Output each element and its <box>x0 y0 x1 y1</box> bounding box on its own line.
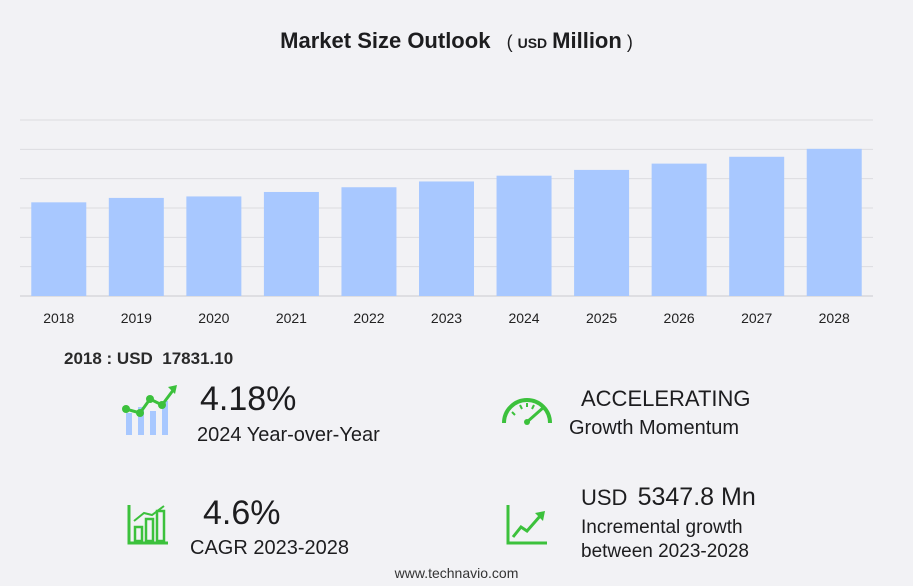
bar-growth-icon <box>127 505 168 545</box>
x-tick-label: 2027 <box>741 310 772 326</box>
x-tick-label: 2019 <box>121 310 152 326</box>
yoy-value: 4.18% <box>200 380 297 418</box>
speedometer-icon <box>502 398 552 425</box>
bar-2021 <box>263 191 319 296</box>
bar-2027 <box>729 156 785 296</box>
momentum-label: Growth Momentum <box>569 417 740 439</box>
cagr-value: 4.6% <box>203 494 281 532</box>
yoy-label: 2024 Year-over-Year <box>197 424 380 446</box>
x-tick-label: 2023 <box>431 310 462 326</box>
title-text: Market Size Outlook <box>280 28 491 53</box>
source-footer: www.technavio.com <box>394 565 519 581</box>
bar-chart: 2018 2019 2020 2021 2022 2023 2024 2025 2026 2027… <box>20 119 873 326</box>
increment-value: USD 5347.8 Mn <box>581 483 756 511</box>
base-year-value: 2018 : USD 17831.10 <box>64 349 234 368</box>
x-tick-label: 2021 <box>276 310 307 326</box>
bar-2022 <box>341 187 397 296</box>
unit-label: ( USD Million ) <box>506 28 633 53</box>
bar-2026 <box>651 163 707 296</box>
trend-bars-icon <box>122 385 177 435</box>
increment-label-1: Incremental growth <box>581 517 743 538</box>
cagr-label: CAGR 2023-2028 <box>190 537 349 559</box>
bar-2020 <box>186 196 242 296</box>
line-growth-icon <box>506 505 547 545</box>
x-tick-label: 2024 <box>508 310 539 326</box>
increment-label-2: between 2023-2028 <box>581 541 749 562</box>
bar-2018 <box>31 202 87 296</box>
bar-2023 <box>419 181 474 296</box>
x-tick-label: 2026 <box>664 310 695 326</box>
x-tick-label: 2018 <box>43 310 74 326</box>
bar-2025 <box>574 169 630 296</box>
chart-title: Market Size Outlook ( USD Million ) <box>0 28 913 54</box>
momentum-value: ACCELERATING <box>581 386 751 411</box>
x-tick-label: 2025 <box>586 310 617 326</box>
bar-2024 <box>496 175 552 296</box>
x-tick-label: 2020 <box>198 310 229 326</box>
bar-2028 <box>806 148 862 296</box>
bar-2019 <box>108 197 164 296</box>
x-tick-label: 2022 <box>353 310 384 326</box>
x-tick-label: 2028 <box>819 310 850 326</box>
